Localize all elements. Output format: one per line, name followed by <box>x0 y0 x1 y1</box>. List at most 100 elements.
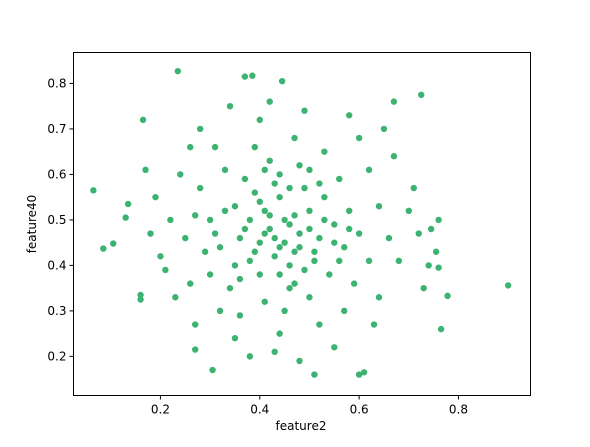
point <box>286 284 293 292</box>
x-tick-label: 0.2 <box>151 403 170 417</box>
point <box>246 257 254 265</box>
point <box>147 230 154 237</box>
point <box>139 116 147 124</box>
y-tick-label: 0.8 <box>47 76 66 90</box>
x-tick-label: 0.4 <box>250 403 269 417</box>
point <box>192 346 199 353</box>
point <box>306 225 313 233</box>
point <box>341 244 348 251</box>
point <box>365 257 373 265</box>
point <box>360 369 368 376</box>
point <box>221 166 229 174</box>
point <box>266 225 273 233</box>
point <box>196 125 204 133</box>
point <box>206 216 214 224</box>
point <box>281 307 288 315</box>
point <box>256 271 263 278</box>
point <box>256 116 263 124</box>
point <box>231 334 239 342</box>
point <box>187 143 194 151</box>
point <box>122 214 129 221</box>
point <box>221 207 229 215</box>
plot-frame <box>73 52 531 396</box>
point <box>415 230 422 237</box>
point <box>192 321 199 328</box>
point <box>355 230 363 237</box>
point <box>331 221 338 228</box>
point <box>311 248 318 255</box>
point <box>251 189 259 196</box>
point <box>271 180 278 187</box>
point <box>276 271 283 278</box>
point <box>301 184 308 192</box>
point <box>236 234 244 242</box>
point <box>278 77 286 85</box>
point <box>291 248 298 255</box>
point <box>435 216 442 224</box>
point <box>152 193 159 201</box>
point <box>306 166 313 174</box>
point <box>370 321 378 328</box>
point <box>271 253 278 260</box>
point <box>316 180 323 187</box>
point <box>162 266 169 274</box>
point <box>336 175 343 183</box>
point <box>345 207 353 215</box>
point <box>418 91 425 99</box>
point <box>281 239 288 246</box>
point <box>427 225 435 233</box>
point <box>375 294 383 301</box>
point <box>256 239 263 246</box>
point <box>331 239 338 246</box>
point <box>385 234 393 242</box>
point <box>336 257 343 265</box>
x-tick-label: 0.6 <box>350 403 369 417</box>
point <box>296 230 303 237</box>
point <box>444 292 451 300</box>
point <box>226 284 234 292</box>
point <box>216 244 224 251</box>
point <box>246 353 254 360</box>
point <box>231 203 239 210</box>
point <box>321 216 328 224</box>
point <box>187 280 194 287</box>
point <box>241 73 249 80</box>
y-axis-label: feature40 <box>25 195 39 254</box>
point <box>266 98 273 105</box>
point <box>211 143 219 151</box>
x-axis-label: feature2 <box>276 419 327 433</box>
point <box>296 357 303 365</box>
point <box>296 162 303 169</box>
point <box>174 67 182 75</box>
point <box>390 153 398 160</box>
point <box>276 171 283 178</box>
point <box>286 221 293 228</box>
point <box>251 248 259 255</box>
point <box>437 325 445 333</box>
point <box>435 264 442 271</box>
point <box>390 98 398 105</box>
point <box>249 72 256 79</box>
point <box>142 166 149 174</box>
point <box>271 348 278 356</box>
point <box>316 234 323 242</box>
point <box>504 282 512 289</box>
point <box>306 294 313 301</box>
point <box>410 184 417 192</box>
point <box>157 253 164 260</box>
point <box>201 248 209 255</box>
point <box>432 248 440 255</box>
point <box>355 371 363 378</box>
point <box>110 240 117 247</box>
point <box>316 321 323 328</box>
point <box>261 207 268 215</box>
point <box>261 230 268 237</box>
point <box>321 193 328 201</box>
point <box>311 257 318 265</box>
point <box>306 207 313 215</box>
point <box>311 371 318 378</box>
y-tick-label: 0.5 <box>47 213 66 227</box>
point <box>241 225 249 233</box>
point <box>211 230 219 237</box>
